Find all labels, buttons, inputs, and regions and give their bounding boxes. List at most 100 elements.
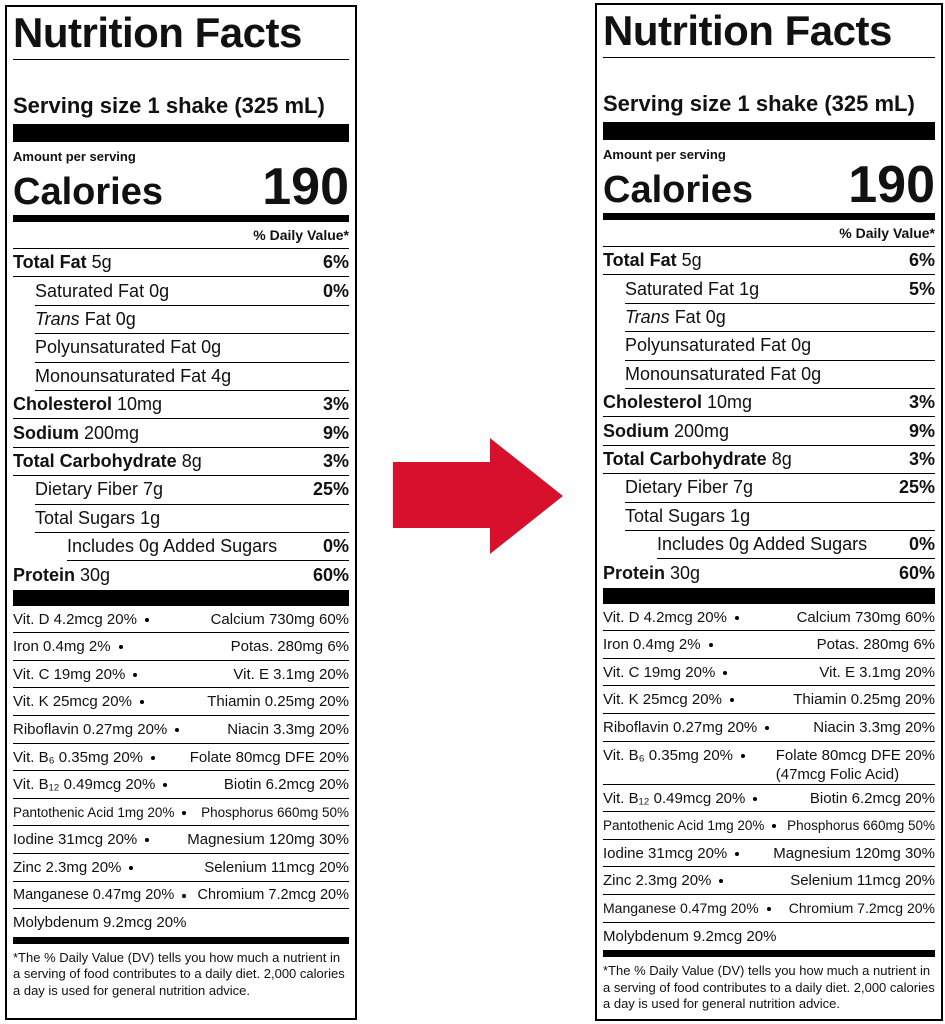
vitamin-right: Phosphorus 660mg 50%: [787, 816, 935, 835]
nutrient-row: Dietary Fiber 7g 25%: [625, 474, 935, 503]
nutrient-name: Dietary Fiber: [35, 479, 139, 500]
bullet: [734, 615, 739, 620]
nutrient-dv: 0%: [322, 280, 349, 301]
nutrient-amount: 0g: [201, 337, 222, 358]
bullet: [182, 893, 187, 898]
vitamin-right-text: Phosphorus 660mg 50%: [787, 818, 935, 834]
nutrient-row: Total Carbohydrate 8g 3%: [603, 446, 935, 475]
bullet: [741, 753, 746, 758]
nutrient-name: Total Carbohydrate: [13, 450, 177, 471]
vitamin-row: Riboflavin 0.27mg 20% Niacin 3.3mg 20%: [603, 714, 935, 742]
vitamin-row: Vit. B₆ 0.35mg 20% Folate 80mcg DFE 20% (4…: [603, 742, 935, 785]
bullet: [163, 783, 168, 788]
calories-row: Calories 190: [603, 159, 935, 213]
nutrient-row: Total Sugars 1g: [625, 503, 935, 531]
amount-per-serving: Amount per serving: [603, 147, 726, 162]
nutrient-row: Saturated Fat 1g 5%: [625, 275, 935, 304]
nutrient-row: Sodium 200mg 9%: [603, 417, 935, 446]
bullet: [729, 698, 734, 703]
vitamin-right: Chromium 7.2mcg 20%: [789, 899, 935, 918]
nutrient-amount: 200mg: [84, 422, 140, 443]
vitamin-right: Calcium 730mg 60%: [211, 610, 349, 629]
bullet: [735, 851, 740, 856]
vitamin-right-text: Chromium 7.2mcg 20%: [788, 900, 935, 917]
vitamin-row: Zinc 2.3mg 20% Selenium 11mcg 20%: [13, 854, 349, 882]
nutrient-dv: 60%: [898, 562, 935, 583]
thick-rule: [13, 589, 349, 606]
nutrient-name: Cholesterol: [603, 392, 703, 413]
vitamin-right: Chromium 7.2mcg 20%: [198, 886, 350, 905]
vitamin-left: Vit. B₆ 0.35mg 20%: [13, 748, 144, 766]
nutrient-dv: 3%: [322, 450, 349, 471]
nutrient-name: Saturated Fat: [625, 278, 735, 299]
daily-value-header: % Daily Value*: [603, 220, 935, 247]
nutrient-row: Protein 30g 60%: [13, 561, 349, 589]
vitamin-right: Potas. 280mg 6%: [231, 637, 349, 656]
vitamin-right: Calcium 730mg 60%: [797, 608, 935, 627]
vitamin-left: Iodine 31mcg 20%: [603, 844, 728, 862]
calories-row: Calories 190: [13, 161, 349, 215]
bullet: [144, 617, 149, 622]
vitamin-right: Folate 80mcg DFE 20% (47mcg Folic Acid): [776, 746, 935, 784]
bullet: [723, 670, 728, 675]
vitamin-left: Vit. K 25mcg 20%: [13, 693, 132, 711]
bullet: [765, 726, 770, 731]
nutrient-amount: 4g: [211, 365, 232, 386]
vitamin-left: Vit. C 19mg 20%: [603, 663, 716, 681]
amount-per-serving: Amount per serving: [13, 149, 136, 164]
nutrient-amount: 0g: [801, 363, 822, 384]
vitamin-row: Pantothenic Acid 1mg 20% Phosphorus 660mg…: [13, 799, 349, 827]
vitamin-note: (47mcg Folic Acid): [775, 765, 900, 783]
vitamin-row: Vit. K 25mcg 20% Thiamin 0.25mg 20%: [13, 688, 349, 717]
vitamin-left: Vit. D 4.2mcg 20%: [603, 608, 727, 626]
vitamin-right-text: Niacin 3.3mg 20%: [813, 719, 935, 737]
vitamin-left: Manganese 0.47mg 20%: [603, 900, 759, 917]
nutrient-name: Sodium: [13, 422, 79, 443]
nutrient-amount: 5g: [681, 250, 702, 271]
vitamin-right-text: Selenium 11mcg 20%: [790, 872, 935, 890]
footnote: *The % Daily Value (DV) tells you how mu…: [13, 936, 349, 1000]
nutrient-name: Total Fat: [13, 252, 87, 273]
nutrient-row: Polyunsaturated Fat 0g: [625, 332, 935, 361]
medium-rule: [13, 215, 349, 222]
nutrient-dv: 25%: [898, 477, 935, 498]
vitamin-left: Iron 0.4mg 2%: [603, 636, 701, 654]
vitamin-row: Vit. D 4.2mcg 20% Calcium 730mg 60%: [13, 606, 349, 634]
nutrient-amount: 1g: [739, 278, 760, 299]
nutrient-amount: Fat 0g: [674, 306, 726, 327]
vitamin-right-text: Folate 80mcg DFE 20%: [189, 748, 349, 766]
vitamin-right-text: Chromium 7.2mcg 20%: [197, 886, 350, 903]
vitamin-left: Vit. D 4.2mcg 20%: [13, 610, 137, 628]
nutrient-row: Total Carbohydrate 8g 3%: [13, 448, 349, 477]
nutrient-amount: 7g: [733, 477, 754, 498]
nutrient-name: Sodium: [603, 420, 669, 441]
nutrient-amount: 10mg: [707, 392, 753, 413]
nutrient-row: Includes 0g Added Sugars 0%: [67, 533, 349, 562]
bullet: [139, 700, 144, 705]
nutrient-name: Cholesterol: [13, 394, 113, 415]
vitamin-row: Vit. C 19mg 20% Vit. E 3.1mg 20%: [603, 659, 935, 687]
nutrient-amount: 8g: [771, 448, 792, 469]
vitamin-left: Molybdenum 9.2mcg 20%: [603, 927, 777, 945]
nutrient-dv: 60%: [312, 564, 349, 585]
title: Nutrition Facts: [13, 7, 349, 60]
vitamin-right-text: Biotin 6.2mcg 20%: [223, 776, 349, 794]
nutrient-amount: 8g: [181, 450, 202, 471]
nutrient-dv: 6%: [322, 252, 349, 273]
serving-size: Serving size 1 shake (325 mL): [13, 93, 325, 118]
vitamin-right-text: Selenium 11mcg 20%: [204, 859, 349, 877]
nutrient-row: Trans Fat 0g: [625, 304, 935, 333]
thick-rule: [13, 124, 349, 142]
nutrient-name: Includes 0g Added Sugars: [657, 534, 868, 555]
nutrient-row: Monounsaturated Fat 0g: [625, 361, 935, 389]
vitamin-row: Iron 0.4mg 2% Potas. 280mg 6%: [13, 633, 349, 661]
nutrient-dv: 9%: [322, 422, 349, 443]
nutrient-row: Protein 30g 60%: [603, 559, 935, 587]
vitamin-row: Zinc 2.3mg 20% Selenium 11mcg 20%: [603, 867, 935, 896]
arrow-shape: [393, 438, 563, 554]
vitamin-row: Molybdenum 9.2mcg 20%: [13, 909, 349, 937]
vitamin-right: Phosphorus 660mg 50%: [201, 803, 349, 822]
vitamin-left: Iodine 31mcg 20%: [13, 831, 138, 849]
nutrient-name: Total Carbohydrate: [603, 448, 767, 469]
